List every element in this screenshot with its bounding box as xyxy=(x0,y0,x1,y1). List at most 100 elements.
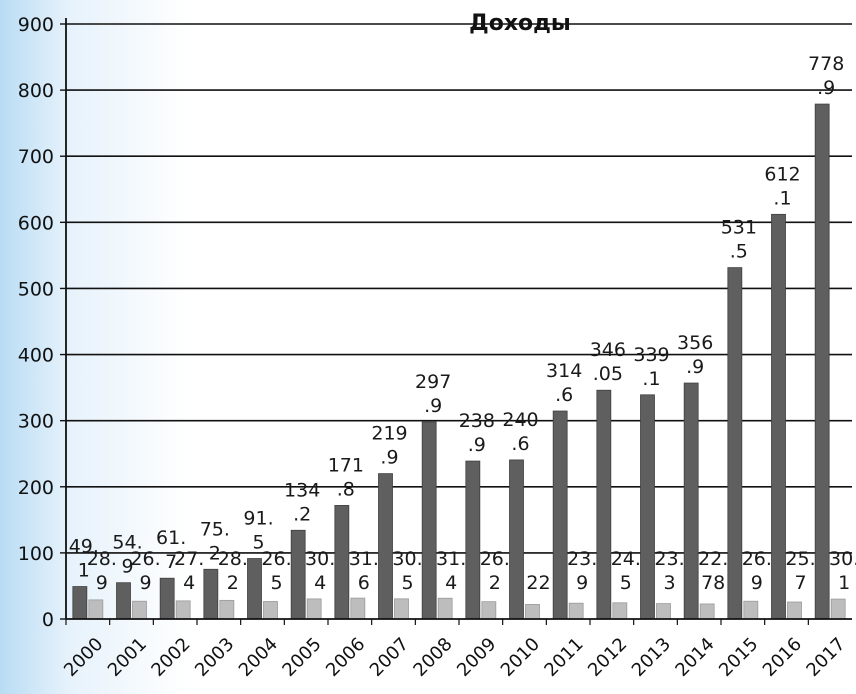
y-tick-label: 800 xyxy=(18,80,54,102)
data-label: 75. xyxy=(200,518,230,540)
data-label: 612 xyxy=(764,163,800,185)
data-label: 31. xyxy=(349,548,379,570)
data-label: .6 xyxy=(511,433,529,455)
bar-series-2-2001 xyxy=(132,600,147,620)
y-tick-label: 400 xyxy=(18,345,54,367)
data-label: 134 xyxy=(284,479,320,501)
x-tick-label: 2013 xyxy=(628,634,675,681)
data-label: .9 xyxy=(424,395,442,417)
y-tick-label: 700 xyxy=(18,146,54,168)
bar-series-1-2012 xyxy=(596,389,612,620)
data-label: 26. xyxy=(742,548,772,570)
bar-series-1-2004 xyxy=(247,558,262,620)
x-tick-label: 2017 xyxy=(802,634,849,681)
bar-series-1-2017 xyxy=(814,103,830,620)
data-label: .1 xyxy=(773,187,791,209)
data-labels: 49.128.954.926.961.727.475.228.291.526.5… xyxy=(69,53,856,594)
bar-series-2-2004 xyxy=(263,601,278,620)
y-axis-ticks: 0 100 200 300 400 500 600 700 800 900 xyxy=(18,14,66,631)
bar-series-1-2011 xyxy=(552,410,568,620)
data-label: 9 xyxy=(751,572,763,594)
data-label: 219 xyxy=(371,423,407,445)
data-label: 7 xyxy=(165,551,177,573)
data-label: 6 xyxy=(358,572,370,594)
bar-series-2-2010 xyxy=(525,604,540,620)
data-label: 78 xyxy=(701,572,725,594)
data-label: 61. xyxy=(156,527,186,549)
bars xyxy=(72,103,846,620)
bar-series-1-2003 xyxy=(203,568,219,620)
x-tick-label: 2011 xyxy=(540,634,587,681)
data-label: 31. xyxy=(436,548,466,570)
bar-series-2-2016 xyxy=(787,601,802,620)
x-tick-label: 2000 xyxy=(60,634,107,681)
data-label: 54. xyxy=(112,532,142,554)
y-tick-label: 600 xyxy=(18,212,54,234)
data-label: .6 xyxy=(555,384,573,406)
bar-series-2-2000 xyxy=(88,599,104,620)
data-label: 22 xyxy=(526,572,550,594)
y-tick-label: 100 xyxy=(18,543,54,565)
data-label: 24. xyxy=(611,548,641,570)
bar-series-2-2002 xyxy=(175,600,191,620)
bar-series-2-2009 xyxy=(481,601,497,620)
data-label: 49. xyxy=(69,536,99,558)
bar-series-1-2000 xyxy=(72,586,88,620)
data-label: 4 xyxy=(183,572,195,594)
bar-series-2-2013 xyxy=(656,603,671,620)
data-label: 240 xyxy=(502,409,538,431)
data-label: 26. xyxy=(261,548,291,570)
data-label: 2 xyxy=(209,542,221,564)
bar-series-1-2010 xyxy=(509,459,524,620)
x-tick-label: 2003 xyxy=(191,634,238,681)
data-label: .1 xyxy=(642,368,660,390)
gridlines xyxy=(66,23,852,554)
bar-series-1-2002 xyxy=(159,577,175,620)
data-label: 30. xyxy=(829,548,856,570)
data-label: 531 xyxy=(721,217,757,239)
bar-series-1-2005 xyxy=(290,529,306,620)
data-label: .9 xyxy=(817,77,835,99)
data-label: 27. xyxy=(174,548,204,570)
data-label: 7 xyxy=(794,572,806,594)
data-label: .2 xyxy=(293,503,311,525)
bar-series-1-2014 xyxy=(683,382,699,620)
data-label: 4 xyxy=(314,572,326,594)
bar-series-2-2005 xyxy=(306,598,322,620)
x-tick-label: 2007 xyxy=(366,634,413,681)
data-label: 339 xyxy=(633,344,669,366)
data-label: .8 xyxy=(337,478,355,500)
x-tick-label: 2002 xyxy=(147,634,194,681)
data-label: 5 xyxy=(620,572,632,594)
bar-series-2-2007 xyxy=(394,598,409,620)
data-label: 28. xyxy=(87,548,117,570)
bar-series-2-2017 xyxy=(830,598,846,620)
bar-series-1-2015 xyxy=(727,267,743,620)
data-label: .9 xyxy=(380,447,398,469)
data-label: 25. xyxy=(785,548,815,570)
data-label: 1 xyxy=(838,572,850,594)
bar-series-1-2016 xyxy=(771,213,786,620)
data-label: 5 xyxy=(252,532,264,554)
data-label: 346 xyxy=(590,339,626,361)
data-label: 5 xyxy=(401,572,413,594)
data-label: 314 xyxy=(546,360,582,382)
x-tick-label: 2001 xyxy=(104,634,151,681)
x-tick-label: 2014 xyxy=(671,634,718,681)
data-label: 356 xyxy=(677,332,713,354)
x-tick-label: 2006 xyxy=(322,634,369,681)
bar-series-1-2009 xyxy=(465,460,481,620)
bar-series-2-2014 xyxy=(699,603,715,620)
data-label: 1 xyxy=(78,560,90,582)
data-label: .9 xyxy=(468,434,486,456)
data-label: 9 xyxy=(576,572,588,594)
y-tick-label: 200 xyxy=(18,477,54,499)
data-label: 4 xyxy=(445,572,457,594)
data-label: 30. xyxy=(392,548,422,570)
data-label: .9 xyxy=(686,356,704,378)
x-tick-label: 2012 xyxy=(584,634,631,681)
data-label: 30. xyxy=(305,548,335,570)
x-tick-label: 2016 xyxy=(759,634,806,681)
data-label: 9 xyxy=(121,556,133,578)
